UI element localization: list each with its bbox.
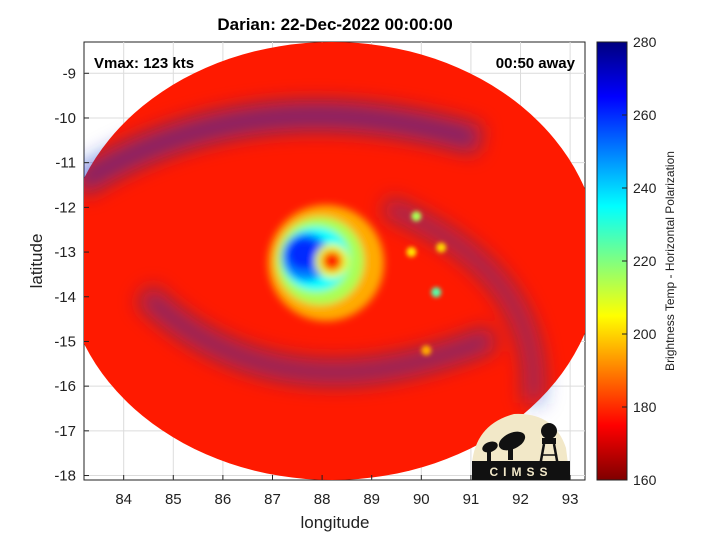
y-tick-label: -15 xyxy=(54,333,76,350)
y-tick-label: -11 xyxy=(55,155,76,172)
x-axis-ticks: 84 85 86 87 88 89 90 91 92 93 xyxy=(115,475,578,508)
colorbar-label: Brightness Temp - Horizontal Polarizatio… xyxy=(663,151,677,371)
y-tick-label: -9 xyxy=(63,65,76,82)
y-tick-label: -16 xyxy=(54,378,76,395)
swath-layer xyxy=(84,42,585,480)
vmax-annotation: Vmax: 123 kts xyxy=(94,55,194,72)
x-tick-label: 88 xyxy=(314,491,331,508)
colorbar-ticks: 280 260 240 220 200 180 160 xyxy=(622,34,657,488)
colorbar-tick-label: 260 xyxy=(633,107,657,123)
spiral-band xyxy=(381,196,544,405)
spiral-band xyxy=(84,101,484,197)
eye xyxy=(322,251,343,271)
eyewall-core xyxy=(287,238,322,270)
y-tick-label: -18 xyxy=(54,468,76,485)
y-tick-label: -10 xyxy=(54,110,76,127)
y-tick-label: -13 xyxy=(54,244,76,261)
convective-cell xyxy=(436,242,447,253)
y-axis-label: latitude xyxy=(27,234,46,289)
convective-cell xyxy=(431,287,442,298)
convective-cells xyxy=(406,211,447,356)
x-tick-label: 93 xyxy=(562,491,579,508)
storm-core xyxy=(268,205,385,321)
x-tick-label: 90 xyxy=(413,491,430,508)
x-tick-label: 89 xyxy=(363,491,380,508)
colorbar-tick-label: 200 xyxy=(633,326,657,342)
spiral-bands xyxy=(84,101,544,405)
chart-title: Darian: 22-Dec-2022 00:00:00 xyxy=(217,15,452,34)
y-axis-ticks: -9 -10 -11 -12 -13 -14 -15 -16 -17 -18 xyxy=(54,65,89,485)
x-tick-label: 84 xyxy=(115,491,132,508)
y-tick-label: -12 xyxy=(54,199,76,216)
y-tick-label: -14 xyxy=(54,289,76,306)
time-away-annotation: 00:50 away xyxy=(496,55,576,72)
cimss-logo: CIMSS xyxy=(472,413,570,480)
colorbar-tick-label: 180 xyxy=(633,399,657,415)
convective-cell xyxy=(411,211,422,222)
eyewall-rings xyxy=(268,205,385,321)
x-tick-label: 91 xyxy=(463,491,480,508)
x-tick-label: 87 xyxy=(264,491,281,508)
colorbar-tick-label: 240 xyxy=(633,180,657,196)
x-tick-label: 85 xyxy=(165,491,182,508)
convective-cell xyxy=(406,247,417,258)
cimss-logo-text: CIMSS xyxy=(489,465,552,479)
colorbar-tick-label: 280 xyxy=(633,34,657,50)
colorbar-tick-label: 220 xyxy=(633,253,657,269)
x-tick-label: 92 xyxy=(512,491,529,508)
convective-cell xyxy=(421,345,432,356)
spiral-band xyxy=(136,285,498,385)
x-tick-label: 86 xyxy=(215,491,232,508)
x-axis-label: longitude xyxy=(300,513,369,532)
y-tick-label: -17 xyxy=(54,423,76,440)
colorbar-tick-label: 160 xyxy=(633,472,657,488)
